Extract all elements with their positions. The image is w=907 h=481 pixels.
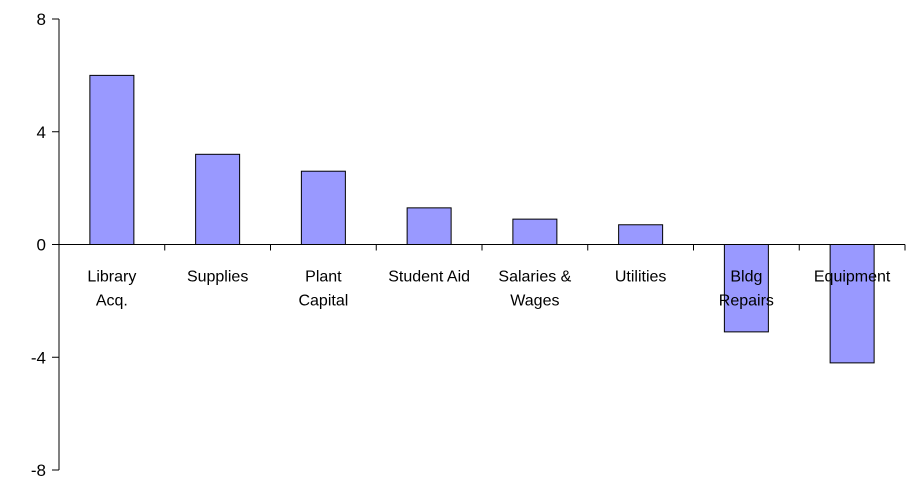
bar [829, 244, 875, 364]
category-label: Supplies [187, 269, 248, 286]
category-label: Bldg [730, 269, 762, 286]
category-labels: Library Acq. Supplies Plant Capital Student A… [87, 269, 891, 310]
y-tick-label: -4 [31, 348, 46, 367]
category-label: Plant [305, 269, 342, 286]
bar [89, 74, 135, 245]
bar [300, 170, 346, 245]
category-label: Equipment [814, 269, 891, 286]
y-tick-label: 4 [37, 123, 46, 142]
y-axis: 8 4 0 -4 -8 [31, 10, 60, 480]
category-label: Capital [298, 293, 348, 310]
x-axis [58, 244, 906, 251]
bar [195, 153, 241, 245]
category-label: Student Aid [388, 269, 470, 286]
category-label: Repairs [719, 293, 774, 310]
category-label: Salaries & [498, 269, 571, 286]
category-label: Library [87, 269, 136, 286]
y-tick-label: -8 [31, 461, 46, 480]
y-tick-label: 0 [37, 236, 46, 255]
category-label: Utilities [615, 269, 667, 286]
bar [406, 207, 452, 245]
bars [89, 74, 875, 364]
category-label: Acq. [96, 293, 128, 310]
bar [723, 244, 769, 333]
bar [618, 224, 664, 246]
category-label: Wages [510, 293, 559, 310]
bar [512, 218, 558, 246]
y-tick-label: 8 [37, 10, 46, 29]
